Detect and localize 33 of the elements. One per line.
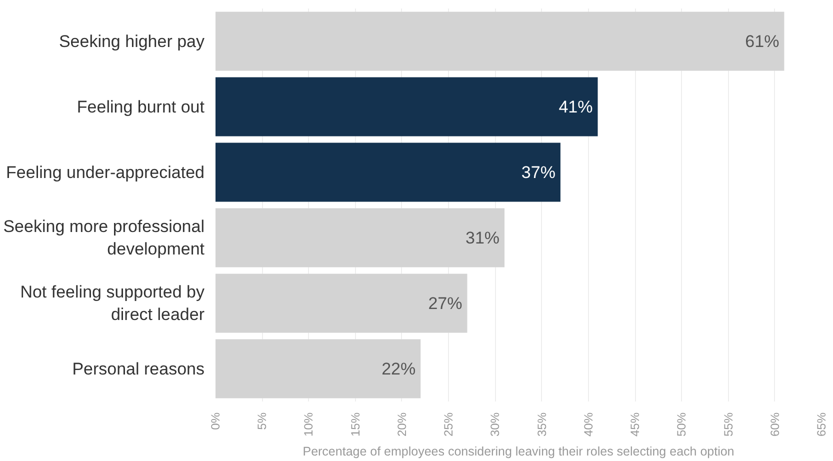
bar	[216, 77, 598, 136]
x-tick-label: 15%	[348, 412, 362, 437]
y-tick-label: Not feeling supported by direct leader	[20, 282, 205, 324]
data-label: 37%	[521, 162, 556, 182]
x-tick-label: 10%	[302, 412, 316, 437]
x-tick-label: 45%	[628, 412, 642, 437]
x-tick-label: 25%	[442, 412, 456, 437]
data-label: 41%	[558, 97, 593, 116]
y-tick-label: Personal reasons	[72, 359, 205, 378]
data-label: 22%	[382, 359, 416, 378]
y-tick-label: Seeking more professional development	[3, 216, 205, 259]
bar	[216, 142, 560, 202]
x-tick-label: 35%	[534, 412, 549, 437]
data-label: 61%	[745, 32, 780, 51]
x-tick-label: 30%	[488, 412, 502, 437]
x-tick-label: 50%	[674, 412, 689, 437]
bar	[216, 274, 468, 333]
y-tick-label: Feeling under-appreciated	[6, 162, 205, 182]
x-tick-label: 0%	[208, 412, 222, 430]
x-tick-label: 60%	[768, 412, 782, 437]
x-tick-label: 20%	[394, 412, 409, 437]
data-label: 31%	[465, 228, 500, 248]
x-tick-label: 5%	[255, 412, 270, 430]
data-label: 27%	[428, 294, 462, 313]
y-tick-label: Seeking higher pay	[58, 32, 205, 51]
bar	[216, 12, 784, 71]
x-axis-title: Percentage of employees considering leaving their roles selecting each option	[302, 444, 734, 459]
x-tick-label: 40%	[581, 412, 596, 437]
x-tick-label: 65%	[814, 412, 828, 437]
x-tick-label: 55%	[721, 412, 736, 437]
bar	[216, 339, 421, 398]
bar	[216, 208, 505, 268]
y-tick-label: Feeling burnt out	[76, 97, 205, 116]
